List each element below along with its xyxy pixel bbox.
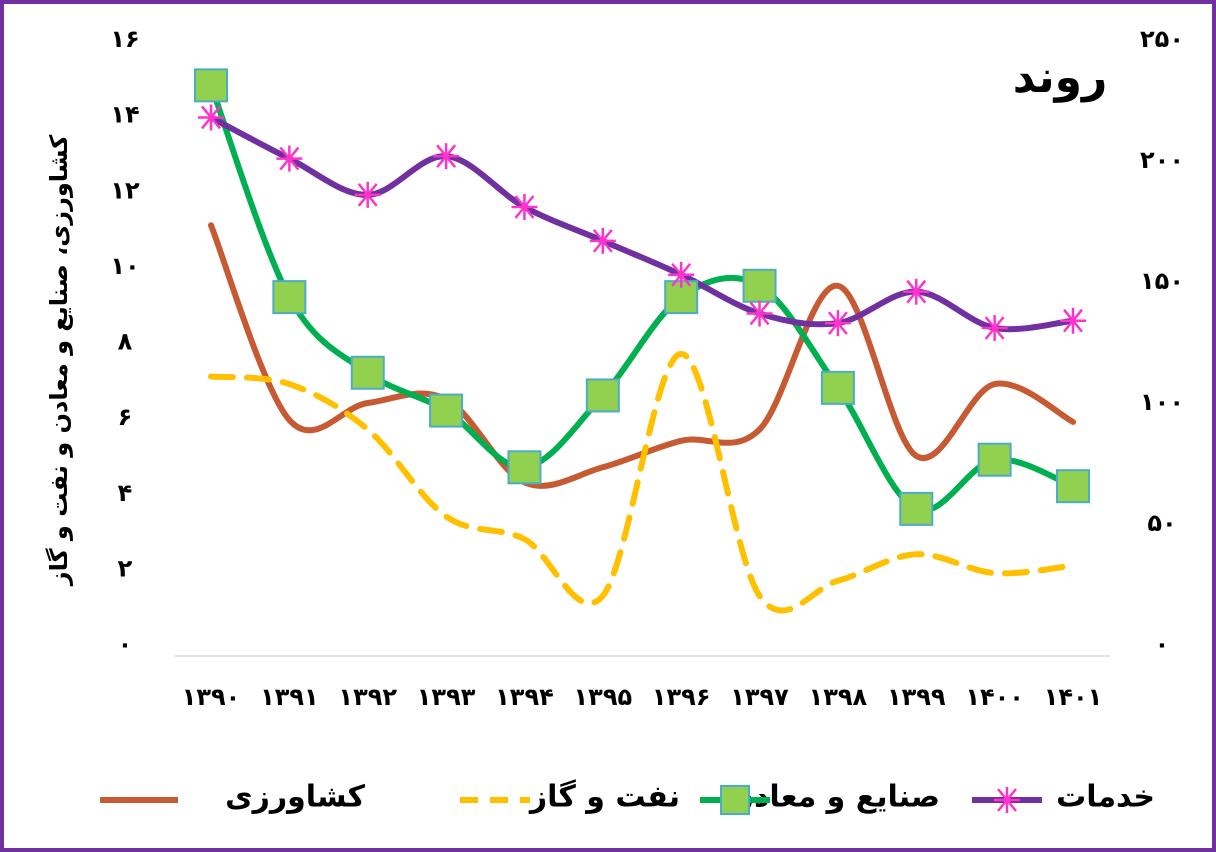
marker	[589, 227, 616, 254]
legend-marker	[720, 785, 750, 815]
series-line	[208, 222, 1076, 489]
marker	[746, 300, 773, 327]
series-line	[208, 350, 1076, 614]
marker	[433, 143, 460, 170]
y-tick-label: ۶	[118, 403, 133, 431]
y-tick-label: ۱۶	[110, 25, 139, 53]
x-tick-label: ۱۳۹۸	[809, 683, 868, 711]
y2-tick-label: ۵۰	[1147, 509, 1176, 537]
legend-label: نفت و گاز	[528, 779, 680, 815]
y2-tick-label: ۱۰۰	[1140, 388, 1184, 416]
y-axis-label: کشاورزی، صنایع و معادن و نفت و گاز	[45, 135, 73, 586]
x-tick-label: ۱۳۹۰	[182, 683, 241, 711]
y2-tick-label: ۰	[1155, 630, 1170, 658]
marker	[899, 491, 934, 526]
legend-marker-box	[720, 785, 750, 815]
marker	[276, 145, 303, 172]
marker	[585, 378, 620, 413]
legend-label: خدمات	[1056, 780, 1155, 815]
marker	[354, 181, 381, 208]
marker	[429, 393, 464, 428]
chart-title: روند	[1013, 52, 1108, 103]
y2-tick-label: ۲۵۰	[1140, 25, 1184, 53]
x-tick-label: ۱۳۹۴	[495, 683, 554, 711]
marker	[1060, 307, 1086, 334]
marker	[824, 310, 851, 337]
marker	[977, 442, 1012, 477]
x-tick-label: ۱۳۹۷	[730, 683, 789, 711]
marker	[272, 280, 307, 315]
y-tick-label: ۰	[118, 630, 133, 658]
marker	[903, 278, 930, 305]
x-tick-label: ۱۳۹۶	[652, 683, 711, 711]
marker	[511, 193, 538, 220]
y2-tick-label: ۱۵۰	[1140, 267, 1184, 295]
marker	[507, 450, 542, 485]
marker	[194, 68, 228, 103]
legend-label: کشاورزی	[225, 780, 365, 815]
marker	[742, 268, 777, 303]
marker	[1056, 469, 1090, 504]
y-tick-label: ۱۲	[110, 176, 140, 204]
legend-marker	[994, 787, 1020, 813]
marker	[820, 370, 855, 405]
x-tick-label: ۱۳۹۲	[338, 683, 397, 711]
y2-tick-label: ۲۰۰	[1140, 146, 1184, 174]
marker	[350, 355, 385, 390]
y-tick-label: ۱۰	[110, 252, 139, 280]
x-tick-label: ۱۳۹۹	[887, 683, 946, 711]
x-tick-label: ۱۳۹۳	[417, 683, 476, 711]
y-tick-label: ۸	[118, 328, 133, 356]
y-tick-label: ۱۴	[110, 101, 139, 129]
marker	[668, 261, 695, 288]
x-tick-label: ۱۴۰۱	[1044, 683, 1103, 711]
x-tick-label: ۱۳۹۵	[574, 683, 633, 711]
y-tick-label: ۲	[118, 554, 133, 582]
x-tick-label: ۱۳۹۱	[260, 683, 319, 711]
x-tick-label: ۱۴۰۰	[965, 683, 1024, 711]
marker	[981, 314, 1008, 341]
y-tick-label: ۴	[118, 479, 133, 507]
marker	[198, 104, 224, 131]
